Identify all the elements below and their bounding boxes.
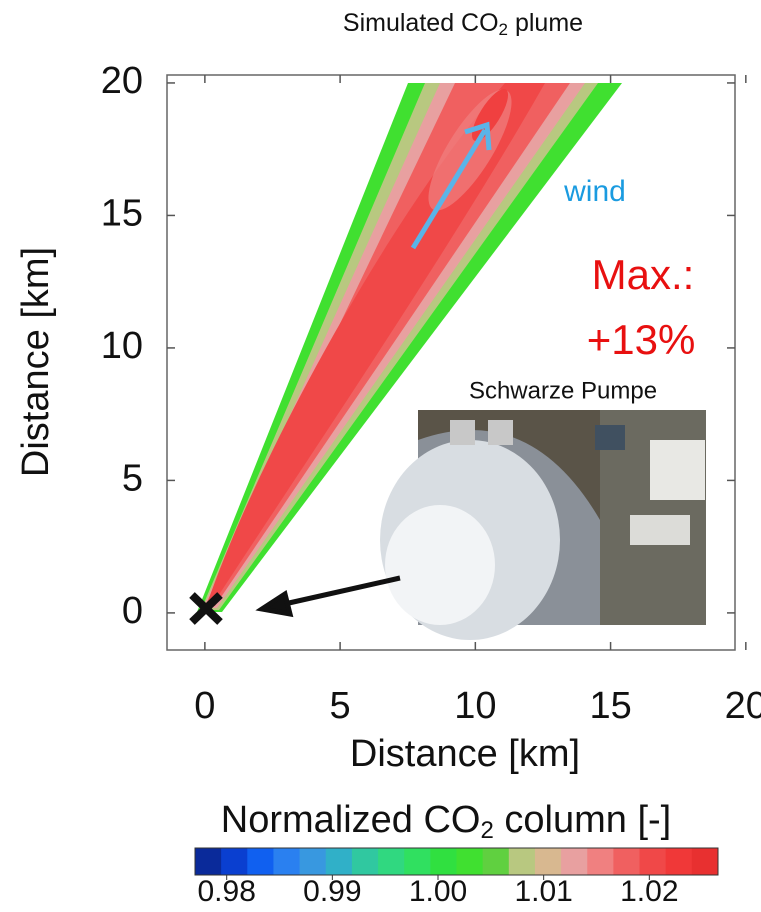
pointer-arrow	[255, 575, 401, 618]
x-tick-label: 5	[330, 685, 351, 727]
colorbar-swatch	[691, 848, 719, 875]
colorbar-swatch	[430, 848, 457, 875]
colorbar-swatch	[587, 848, 614, 875]
colorbar-frame	[194, 847, 719, 876]
colorbar-tick-label: 1.00	[409, 875, 467, 908]
y-tick-label: 15	[101, 192, 143, 234]
colorbar-swatch	[534, 848, 562, 875]
colorbar-swatch	[378, 848, 405, 875]
colorbar-swatch	[221, 848, 248, 875]
y-tick-label: 20	[101, 60, 143, 102]
colorbar-swatch	[325, 848, 353, 875]
x-tick-label: 15	[589, 685, 631, 727]
colorbar-tick-label: 1.02	[620, 875, 678, 908]
colorbar-swatch	[508, 848, 536, 875]
wind-label: wind	[563, 175, 626, 208]
colorbar-swatch	[299, 848, 327, 875]
colorbar-swatch	[456, 848, 484, 875]
y-axis-label: Distance [km]	[15, 247, 57, 477]
colorbar-swatch	[273, 848, 301, 875]
colorbar-tick-label: 1.01	[514, 875, 572, 908]
colorbar-swatch	[482, 848, 510, 875]
photo-caption: Schwarze Pumpe	[469, 377, 657, 404]
x-tick-label: 20	[725, 685, 761, 727]
colorbar-swatch	[639, 848, 667, 875]
x-tick-label: 10	[454, 685, 496, 727]
photo	[380, 410, 706, 640]
colorbar-swatch	[613, 848, 641, 875]
colorbar-swatch	[665, 848, 693, 875]
max-label: Max.:	[592, 251, 695, 298]
wind-arrow	[410, 121, 492, 250]
plume	[197, 83, 622, 612]
y-tick-label: 5	[122, 457, 143, 499]
max-value: +13%	[587, 316, 696, 363]
colorbar-swatch	[561, 848, 588, 875]
colorbar-tick-label: 0.98	[198, 875, 256, 908]
source-marker	[189, 592, 223, 625]
x-axis-label: Distance [km]	[350, 733, 580, 775]
colorbar-label: Normalized CO2 column [-]	[221, 799, 671, 844]
x-tick-label: 0	[194, 685, 215, 727]
colorbar-swatch	[351, 848, 379, 875]
y-tick-label: 0	[122, 590, 143, 632]
y-tick-label: 10	[101, 325, 143, 367]
colorbar-swatch	[247, 848, 274, 875]
chart-title: Simulated CO2 plume	[343, 9, 583, 40]
colorbar-swatch	[195, 848, 222, 875]
colorbar-tick-label: 0.99	[303, 875, 361, 908]
colorbar-swatch	[404, 848, 431, 875]
